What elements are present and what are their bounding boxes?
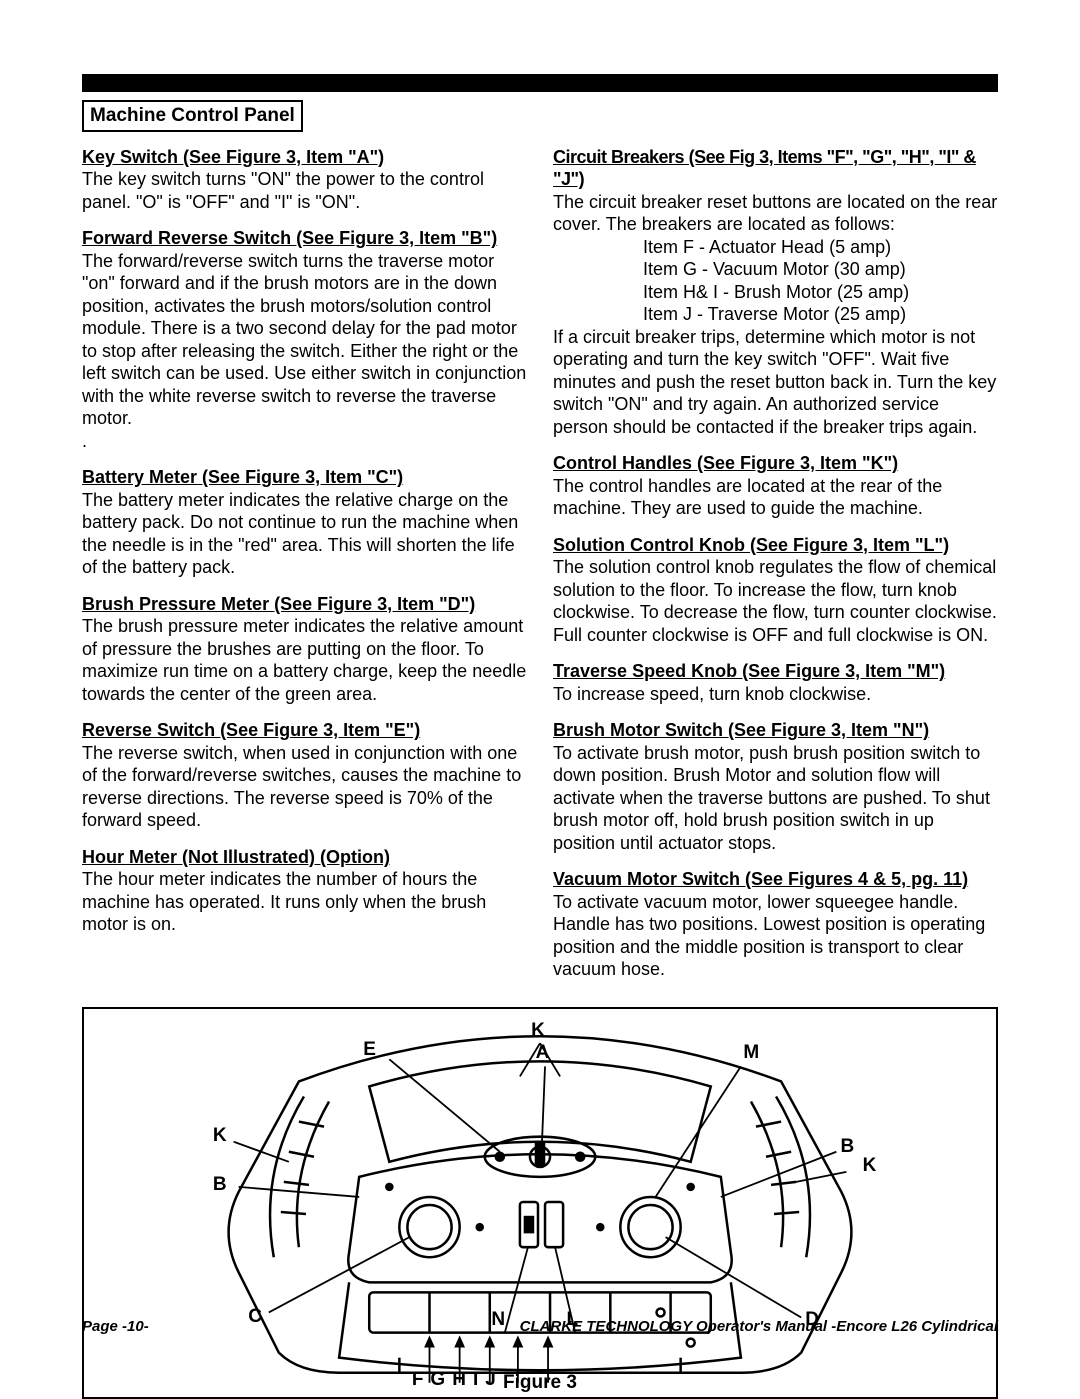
breaker-list: Item F - Actuator Head (5 amp) Item G - … <box>643 236 998 326</box>
section-brush-pressure: Brush Pressure Meter (See Figure 3, Item… <box>82 593 527 706</box>
section-hour-meter: Hour Meter (Not Illustrated) (Option) Th… <box>82 846 527 936</box>
content-columns: Key Switch (See Figure 3, Item "A") The … <box>82 146 998 995</box>
body: The hour meter indicates the number of h… <box>82 868 527 936</box>
label-k-left: K <box>213 1124 227 1148</box>
heading: Vacuum Motor Switch (See Figures 4 & 5, … <box>553 868 998 891</box>
heading: Traverse Speed Knob (See Figure 3, Item … <box>553 660 998 683</box>
page-title: Machine Control Panel <box>90 105 295 126</box>
body: The solution control knob regulates the … <box>553 556 998 646</box>
label-m: M <box>743 1041 759 1065</box>
section-control-handles: Control Handles (See Figure 3, Item "K")… <box>553 452 998 520</box>
body: The key switch turns "ON" the power to t… <box>82 168 527 213</box>
list-item: Item H& I - Brush Motor (25 amp) <box>643 281 998 304</box>
section-brush-motor-switch: Brush Motor Switch (See Figure 3, Item "… <box>553 719 998 854</box>
section-circuit-breakers: Circuit Breakers (See Fig 3, Items "F", … <box>553 146 998 439</box>
body: The forward/reverse switch turns the tra… <box>82 250 527 430</box>
section-traverse-knob: Traverse Speed Knob (See Figure 3, Item … <box>553 660 998 705</box>
label-e: E <box>363 1038 376 1062</box>
list-item: Item G - Vacuum Motor (30 amp) <box>643 258 998 281</box>
heading: Forward Reverse Switch (See Figure 3, It… <box>82 227 527 250</box>
header-bar <box>82 74 998 92</box>
body: The reverse switch, when used in conjunc… <box>82 742 527 832</box>
figure-caption: Figure 3 <box>84 1371 996 1395</box>
heading: Control Handles (See Figure 3, Item "K") <box>553 452 998 475</box>
label-k-right: K <box>863 1154 877 1178</box>
body: To activate vacuum motor, lower squeegee… <box>553 891 998 981</box>
figure-3: K E A M K B B K C N L D FGHIJ Figure 3 <box>82 1007 998 1399</box>
label-b-right: B <box>841 1135 855 1159</box>
control-panel-diagram <box>98 1019 982 1395</box>
body: The brush pressure meter indicates the r… <box>82 615 527 705</box>
heading: Solution Control Knob (See Figure 3, Ite… <box>553 534 998 557</box>
body: To increase speed, turn knob clockwise. <box>553 683 998 706</box>
section-vacuum-motor-switch: Vacuum Motor Switch (See Figures 4 & 5, … <box>553 868 998 981</box>
body: The battery meter indicates the relative… <box>82 489 527 579</box>
heading: Brush Motor Switch (See Figure 3, Item "… <box>553 719 998 742</box>
section-forward-reverse: Forward Reverse Switch (See Figure 3, It… <box>82 227 527 452</box>
section-reverse-switch: Reverse Switch (See Figure 3, Item "E") … <box>82 719 527 832</box>
left-column: Key Switch (See Figure 3, Item "A") The … <box>82 146 527 995</box>
heading: Reverse Switch (See Figure 3, Item "E") <box>82 719 527 742</box>
list-item: Item J - Traverse Motor (25 amp) <box>643 303 998 326</box>
body: The control handles are located at the r… <box>553 475 998 520</box>
list-item: Item F - Actuator Head (5 amp) <box>643 236 998 259</box>
right-column: Circuit Breakers (See Fig 3, Items "F", … <box>553 146 998 995</box>
section-key-switch: Key Switch (See Figure 3, Item "A") The … <box>82 146 527 214</box>
heading: Circuit Breakers (See Fig 3, Items "F", … <box>553 146 998 191</box>
footer-manual-title: CLARKE TECHNOLOGY Operator's Manual -Enc… <box>520 1318 998 1337</box>
body: To activate brush motor, push brush posi… <box>553 742 998 855</box>
heading: Hour Meter (Not Illustrated) (Option) <box>82 846 527 869</box>
footer-page-number: Page -10- <box>82 1318 149 1337</box>
label-b-left: B <box>213 1173 227 1197</box>
heading: Brush Pressure Meter (See Figure 3, Item… <box>82 593 527 616</box>
outro: If a circuit breaker trips, determine wh… <box>553 326 998 439</box>
section-battery-meter: Battery Meter (See Figure 3, Item "C") T… <box>82 466 527 579</box>
label-a: A <box>536 1041 550 1065</box>
page-footer: Page -10- CLARKE TECHNOLOGY Operator's M… <box>82 1318 998 1337</box>
heading: Key Switch (See Figure 3, Item "A") <box>82 146 527 169</box>
section-solution-knob: Solution Control Knob (See Figure 3, Ite… <box>553 534 998 647</box>
label-k-top: K <box>531 1019 545 1043</box>
heading: Battery Meter (See Figure 3, Item "C") <box>82 466 527 489</box>
page-title-box: Machine Control Panel <box>82 100 303 132</box>
intro: The circuit breaker reset buttons are lo… <box>553 191 998 236</box>
